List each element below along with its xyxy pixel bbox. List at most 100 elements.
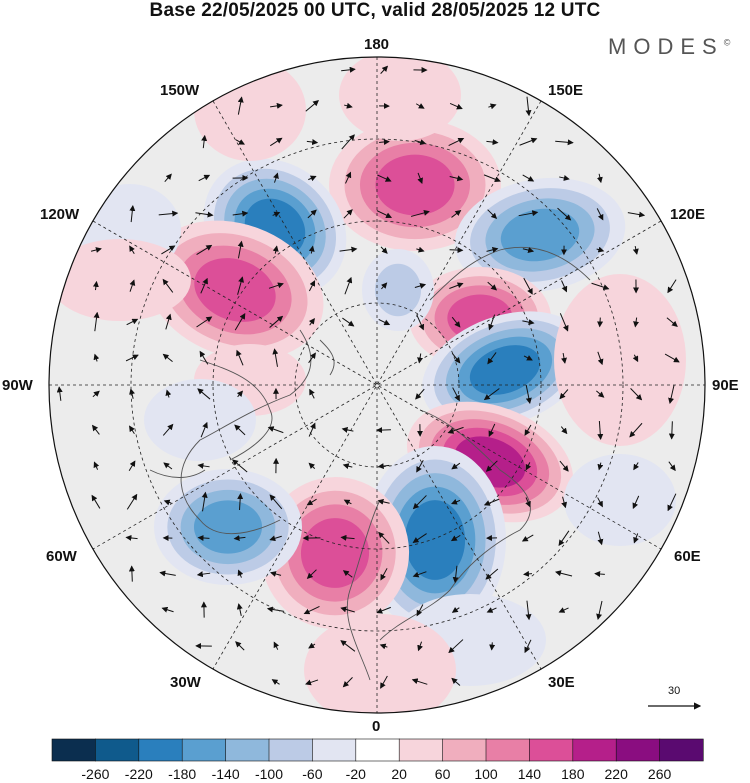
colorbar-swatch <box>398 738 444 762</box>
wind-arrow <box>410 209 430 217</box>
wind-arrow <box>308 280 316 292</box>
wind-arrow <box>525 384 532 404</box>
wind-arrow <box>668 461 676 472</box>
colorbar-swatch <box>225 738 270 762</box>
wind-arrow <box>451 462 461 470</box>
wind-arrow <box>560 426 568 435</box>
wind-arrow <box>666 317 678 327</box>
wind-arrow <box>487 209 498 220</box>
colorbar-tick-label: 260 <box>647 766 672 782</box>
wind-arrow <box>377 498 390 505</box>
wind-arrow <box>270 102 283 109</box>
wind-arrow <box>308 642 316 649</box>
wind-arrow <box>56 386 63 401</box>
wind-arrow <box>452 565 459 584</box>
wind-arrow <box>559 389 569 400</box>
wind-arrow <box>200 421 208 438</box>
wind-arrow <box>487 281 498 291</box>
wind-arrow <box>523 570 533 577</box>
wind-arrow <box>92 280 99 291</box>
colorbar <box>51 738 704 762</box>
wind-arrow <box>632 245 639 255</box>
wind-arrow <box>488 103 497 110</box>
wind-arrow <box>197 534 210 541</box>
lon-label-30w: 30W <box>170 674 201 691</box>
wind-arrow <box>308 352 316 364</box>
wind-arrow <box>558 607 569 613</box>
wind-arrow <box>558 530 570 547</box>
map-disk <box>49 57 705 713</box>
wind-arrow <box>554 570 573 577</box>
wind-arrow <box>450 534 461 542</box>
wind-arrow <box>129 204 136 223</box>
wind-arrow <box>380 675 388 689</box>
colorbar-tick-label: -220 <box>124 766 153 782</box>
colorbar-tick-label: 220 <box>604 766 628 782</box>
wind-arrow <box>93 353 100 362</box>
wind-arrow <box>376 606 391 614</box>
wind-arrow <box>236 603 243 616</box>
wind-arrow <box>161 606 174 613</box>
wind-arrow <box>272 348 279 367</box>
wind-arrow <box>306 498 317 506</box>
map-title: Base 22/05/2025 00 UTC, valid 28/05/2025… <box>149 0 601 21</box>
wind-arrow <box>667 279 677 294</box>
colorbar-tick-label: 100 <box>474 766 498 782</box>
wind-arrow <box>451 316 461 328</box>
wind-arrow <box>668 384 675 405</box>
colorbar-tick-label: -140 <box>211 766 240 782</box>
lon-label-30e: 30E <box>548 674 575 691</box>
wind-arrow <box>309 388 315 399</box>
wind-arrow <box>449 175 464 182</box>
wind-arrow <box>559 175 570 181</box>
wind-arrow <box>128 565 135 582</box>
colorbar-swatch <box>51 738 97 762</box>
wind-arrow <box>342 677 353 688</box>
wind-arrow <box>237 96 244 115</box>
graticule <box>49 57 705 713</box>
wind-arrow <box>488 423 496 437</box>
lon-label-180: 180 <box>364 36 390 53</box>
wind-arrow <box>411 678 428 685</box>
wind-arrow <box>269 535 282 542</box>
wind-arrow <box>162 353 173 363</box>
wind-arrow <box>198 174 211 182</box>
wind-arrow <box>523 277 533 295</box>
colorbar-tick-label: -180 <box>168 766 197 782</box>
wind-arrow <box>91 424 100 435</box>
wind-arrow <box>524 424 532 436</box>
wind-arrow <box>596 246 605 253</box>
wind-arrow <box>380 568 388 581</box>
wind-arrow <box>449 247 464 254</box>
wind-arrow <box>306 569 317 580</box>
wind-arrow <box>341 134 355 150</box>
wind-arrow <box>524 639 532 654</box>
wind-arrow <box>632 354 639 363</box>
modes-logo: MODES© <box>608 34 730 60</box>
wind-arrow <box>162 423 174 436</box>
colorbar-swatch <box>572 738 617 762</box>
wind-arrow <box>342 317 355 327</box>
wind-arrow <box>305 679 319 686</box>
wind-arrow <box>235 641 245 651</box>
wind-arrow <box>486 607 497 613</box>
wind-arrow <box>597 462 604 471</box>
wind-arrow <box>236 349 244 366</box>
wind-vectors <box>56 65 680 689</box>
wind-arrow <box>270 571 282 577</box>
wind-arrow <box>377 174 392 182</box>
wind-arrow <box>128 460 136 472</box>
wind-arrow <box>197 388 211 400</box>
negative-anomaly-region <box>374 263 422 317</box>
wind-arrow <box>339 246 358 253</box>
colorbar-swatch <box>485 738 531 762</box>
wind-arrow <box>483 498 500 506</box>
colorbar-swatch <box>138 738 183 762</box>
wind-arrow <box>451 606 460 613</box>
colorbar-tick-label: -260 <box>81 766 110 782</box>
lon-label-120e: 120E <box>670 206 706 223</box>
colorbar-swatch <box>442 738 487 762</box>
wind-arrow <box>561 496 568 509</box>
lon-label-0: 0 <box>372 718 381 735</box>
